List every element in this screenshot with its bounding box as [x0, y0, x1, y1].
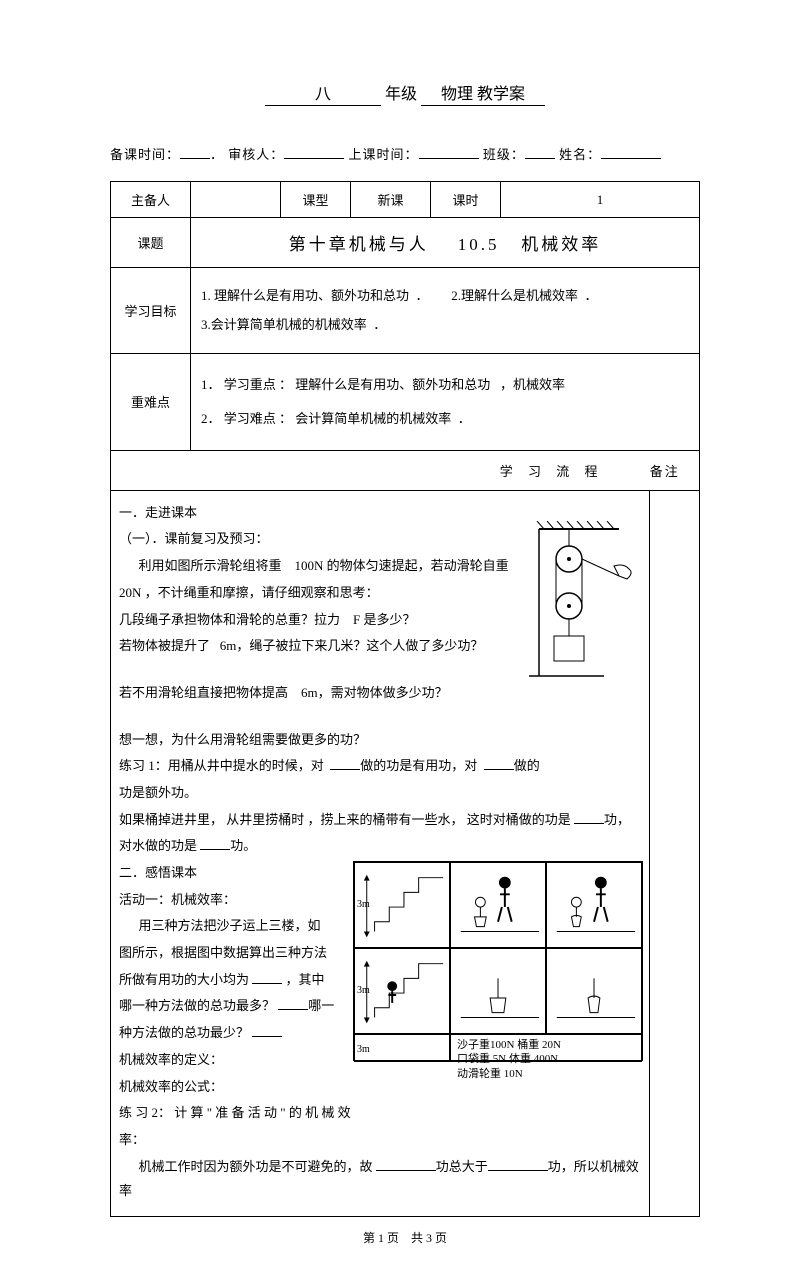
line-18: 练 习 2： 计 算 " 准 备 活 动 " 的 机 械 效 [119, 1101, 641, 1126]
line-17: 机械效率的公式： [119, 1075, 641, 1100]
page-num: 第 1 页 [363, 1231, 399, 1245]
goal-1: 1. 理解什么是有用功、额外功和总功 [201, 288, 409, 303]
stairs-info: 沙子重100N 桶重 20N 口袋重 5N 体重 400N 动滑轮重 10N [450, 1034, 642, 1062]
class-time-label: 上课时间： [349, 147, 419, 162]
page-title: 八 年级 物理 教学案 [110, 80, 700, 104]
blank-20b[interactable] [488, 1157, 548, 1171]
goals-label: 学习目标 [111, 268, 191, 354]
flow-note: 备注 [650, 464, 680, 479]
meta-row: 备课时间：． 审核人： 上课时间： 班级： 姓名： [110, 144, 700, 163]
line-5: 若不用滑轮组直接把物体提高 6m，需对物体做多少功？ [119, 681, 641, 706]
goal-3: 3.会计算简单机械的机械效率 [201, 317, 367, 332]
section-title: 机械效率 [521, 235, 601, 254]
type-value: 新课 [351, 182, 431, 218]
pulley-diagram [529, 521, 639, 681]
line-8: 功是额外功。 [119, 781, 641, 806]
diff-cell: 1． 学习重点 ： 理解什么是有用功、额外功和总功 ，机械效率 2． 学习难点 … [191, 354, 700, 451]
name-label: 姓名： [559, 147, 601, 162]
line-9: 如果桶掉进井里， 从井里捞桶时 ，捞上来的桶带有一些水， 这时对桶做的功是 功， [119, 808, 641, 833]
content-cell: 3m 3m 3m 沙子重100N 桶重 20N 口 [111, 491, 650, 1217]
class-label: 班级： [483, 147, 525, 162]
diff-1: 1． 学习重点 ： 理解什么是有用功、额外功和总功 [201, 377, 490, 392]
goals-cell: 1. 理解什么是有用功、额外功和总功 ． 2.理解什么是机械效率 ． 3.会计算… [191, 268, 700, 354]
topic-label: 课题 [111, 218, 191, 268]
prep-time-label: 备课时间： [110, 147, 180, 162]
period-value: 1 [501, 182, 700, 218]
section-num: 10.5 [458, 235, 500, 254]
blank-7a[interactable] [330, 756, 360, 770]
preparer-label: 主备人 [111, 182, 191, 218]
line-10: 对水做的功是 功。 [119, 834, 641, 859]
info-c: 动滑轮重 10N [457, 1068, 523, 1080]
info-a: 沙子重100N 桶重 20N [457, 1039, 561, 1051]
blank-7b[interactable] [484, 756, 514, 770]
page-total: 共 3 页 [411, 1231, 447, 1245]
blank-10[interactable] [200, 836, 230, 850]
diff-1b: ，机械效率 [500, 377, 565, 392]
chapter-text: 第十章机械与人 [289, 235, 429, 254]
blank-13[interactable] [252, 970, 282, 984]
stairs-diagram: 3m 3m 3m 沙子重100N 桶重 20N 口 [353, 861, 643, 1061]
page-footer: 第 1 页 共 3 页 [110, 1229, 700, 1246]
type-label: 课型 [281, 182, 351, 218]
flow-study: 学 习 流 程 [500, 464, 604, 479]
class-time-blank[interactable] [419, 145, 479, 159]
info-b: 口袋重 5N 体重 400N [457, 1053, 558, 1065]
period-label: 课时 [431, 182, 501, 218]
review-blank[interactable] [284, 145, 344, 159]
line-7: 练习 1：用桶从井中提水的时候，对 做的功是有用功，对 做的 [119, 754, 641, 779]
name-blank[interactable] [601, 145, 661, 159]
line-20: 机械工作时因为额外功是不可避免的，故 功总大于功，所以机械效率 [119, 1155, 641, 1204]
content-table: 3m 3m 3m 沙子重100N 桶重 20N 口 [110, 491, 700, 1217]
class-blank[interactable] [525, 145, 555, 159]
review-label: 审核人： [228, 147, 284, 162]
goal-2: 2.理解什么是机械效率 [451, 288, 578, 303]
blank-9[interactable] [574, 810, 604, 824]
chapter-cell: 第十章机械与人 10.5 机械效率 [191, 218, 700, 268]
header-table: 主备人 课型 新课 课时 1 课题 第十章机械与人 10.5 机械效率 学习目标… [110, 181, 700, 491]
subject: 物理 [441, 86, 473, 103]
prep-time-blank[interactable] [180, 145, 210, 159]
blank-15[interactable] [252, 1023, 282, 1037]
doc-type: 教学案 [477, 86, 525, 103]
blank-20a[interactable] [376, 1157, 436, 1171]
note-cell [650, 491, 700, 1217]
grade-suffix: 年级 [385, 86, 417, 103]
flow-header: 学 习 流 程 备注 [111, 450, 700, 490]
blank-14[interactable] [278, 996, 308, 1010]
line-6: 想一想，为什么用滑轮组需要做更多的功？ [119, 728, 641, 753]
diff-2: 2． 学习难点 ： 会计算简单机械的机械效率 [201, 411, 451, 426]
diff-label: 重难点 [111, 354, 191, 451]
preparer-value [191, 182, 281, 218]
grade-value: 八 [315, 86, 331, 103]
